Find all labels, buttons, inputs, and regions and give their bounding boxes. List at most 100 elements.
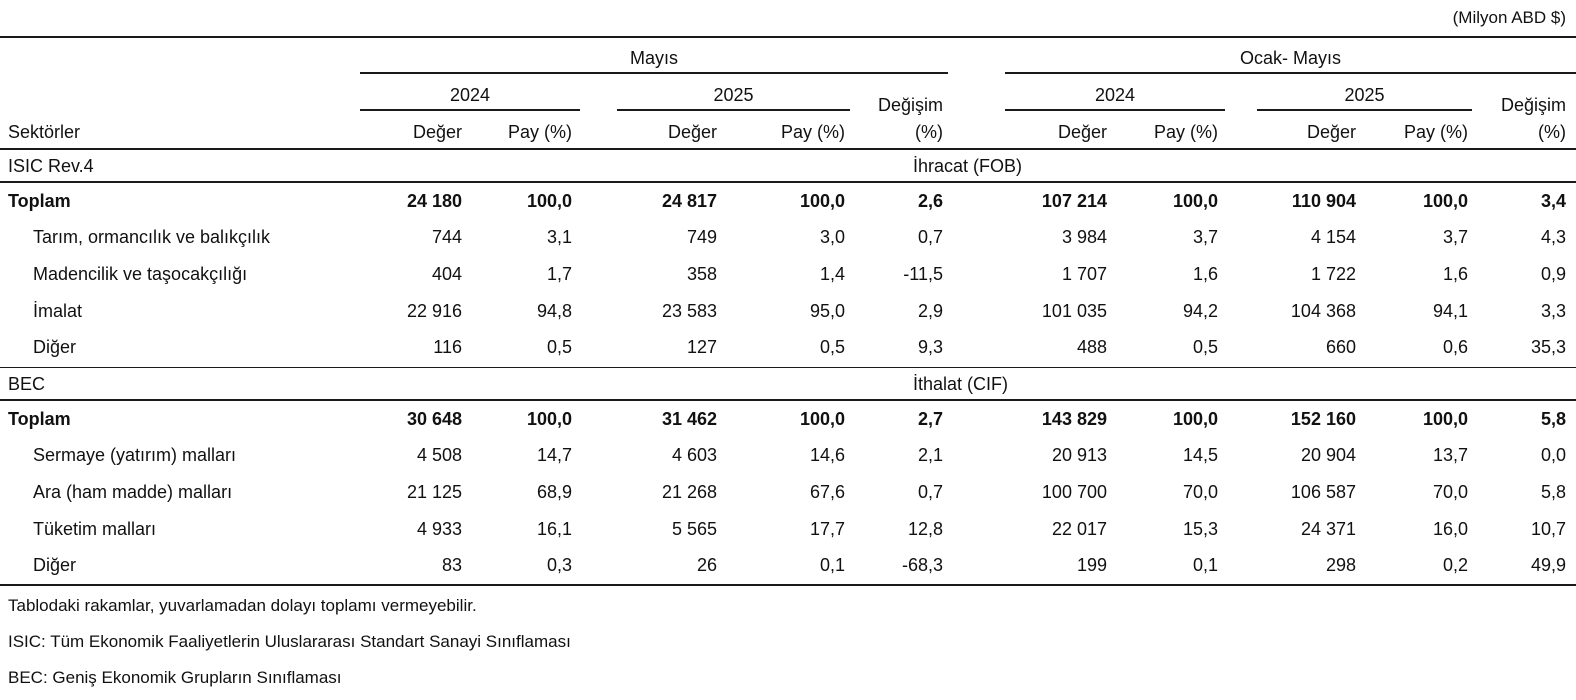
table-cell: -68,3 xyxy=(901,555,943,575)
table-cell: 14,6 xyxy=(809,445,845,465)
period-left-rule xyxy=(360,72,948,74)
table-cell: 4 154 xyxy=(1310,227,1356,247)
share-header: Pay (%) xyxy=(507,122,572,142)
table-row: Sermaye (yatırım) malları 4 508 14,7 4 603 1… xyxy=(0,437,1576,473)
table-row: Tüketim malları 4 933 16,1 5 565 17,7 12,8 22 … xyxy=(0,511,1576,547)
table-cell: 22 916 xyxy=(406,301,462,321)
table-cell: 14,7 xyxy=(536,445,572,465)
table-cell: 30 648 xyxy=(406,409,462,429)
table-cell: 100,0 xyxy=(799,409,845,429)
table-cell: 2,6 xyxy=(917,191,943,211)
table-bottom-rule xyxy=(0,584,1576,586)
year-rule-1 xyxy=(360,109,580,111)
table-cell: 10,7 xyxy=(1530,519,1566,539)
table-cell: 199 xyxy=(1076,555,1107,575)
year-rule-2 xyxy=(617,109,850,111)
table-row: Diğer 116 0,5 127 0,5 9,3 488 0,5 660 0,6 35,3 xyxy=(0,329,1576,365)
table-row: Toplam 30 648 100,0 31 462 100,0 2,7 143 829 10… xyxy=(0,401,1576,437)
table-cell: 94,8 xyxy=(536,301,572,321)
sector-header: Sektörler xyxy=(8,122,81,142)
table-cell: 3,7 xyxy=(1442,227,1468,247)
table-cell: 100,0 xyxy=(526,191,572,211)
table-row: Ara (ham madde) malları 21 125 68,9 21 268 6… xyxy=(0,474,1576,510)
period-right-header: Ocak- Mayıs xyxy=(1239,48,1341,68)
table-cell: 14,5 xyxy=(1182,445,1218,465)
table-cell: 3,0 xyxy=(819,227,845,247)
section-code-isic: ISIC Rev.4 xyxy=(8,156,94,176)
table-cell: 16,1 xyxy=(536,519,572,539)
unit-label: (Milyon ABD $) xyxy=(1452,8,1566,27)
table-cell: 3,1 xyxy=(546,227,572,247)
table-cell: 0,1 xyxy=(1192,555,1218,575)
table-cell: 70,0 xyxy=(1182,482,1218,502)
section-title-export: İhracat (FOB) xyxy=(913,156,1023,176)
table-cell: 100,0 xyxy=(526,409,572,429)
row-label: Ara (ham madde) malları xyxy=(33,482,233,502)
row-label: Madencilik ve taşocakçılığı xyxy=(33,264,248,284)
table-cell: 0,6 xyxy=(1442,337,1468,357)
top-rule xyxy=(0,36,1576,38)
year-header-right-2025: 2025 xyxy=(1344,85,1385,105)
table-cell: 3 984 xyxy=(1061,227,1107,247)
table-row: Toplam 24 180 100,0 24 817 100,0 2,6 107 214 10… xyxy=(0,183,1576,219)
table-cell: 0,9 xyxy=(1540,264,1566,284)
table-cell: 110 904 xyxy=(1291,191,1356,211)
table-cell: 4 933 xyxy=(416,519,462,539)
table-cell: 24 180 xyxy=(406,191,462,211)
section-divider-2 xyxy=(0,367,1576,368)
table-cell: 21 125 xyxy=(406,482,462,502)
table-cell: 0,5 xyxy=(1192,337,1218,357)
table-cell: 4,3 xyxy=(1540,227,1566,247)
table-cell: 0,5 xyxy=(546,337,572,357)
section-rule-1 xyxy=(0,181,1576,183)
row-label: Toplam xyxy=(8,409,71,429)
table-cell: 100,0 xyxy=(1172,191,1218,211)
table-cell: 9,3 xyxy=(917,337,943,357)
table-cell: 127 xyxy=(686,337,717,357)
table-cell: 35,3 xyxy=(1530,337,1566,357)
year-header-left-2025: 2025 xyxy=(713,85,754,105)
row-label: Sermaye (yatırım) malları xyxy=(33,445,237,465)
table-cell: 5,8 xyxy=(1540,409,1566,429)
table-cell: 0,5 xyxy=(819,337,845,357)
table-row: Diğer 83 0,3 26 0,1 -68,3 199 0,1 298 0,2 49,9 xyxy=(0,547,1576,583)
table-cell: 0,3 xyxy=(546,555,572,575)
table-cell: 0,7 xyxy=(917,482,943,502)
table-cell: 2,1 xyxy=(917,445,943,465)
value-header: Değer xyxy=(412,122,462,142)
table-cell: 5,8 xyxy=(1540,482,1566,502)
row-label: Tüketim malları xyxy=(33,519,157,539)
table-cell: 0,2 xyxy=(1442,555,1468,575)
row-label: Tarım, ormancılık ve balıkçılık xyxy=(33,227,271,247)
table-cell: 94,1 xyxy=(1432,301,1468,321)
change-header-right: Değişim xyxy=(1500,95,1566,115)
table-cell: 13,7 xyxy=(1432,445,1468,465)
table-cell: 24 817 xyxy=(661,191,717,211)
table-cell: 1,6 xyxy=(1442,264,1468,284)
year-header-right-2024: 2024 xyxy=(1094,85,1136,105)
period-right-rule xyxy=(1005,72,1576,74)
table-cell: 358 xyxy=(686,264,717,284)
table-cell: 3,7 xyxy=(1192,227,1218,247)
table-cell: 1 722 xyxy=(1310,264,1356,284)
table-cell: 744 xyxy=(431,227,462,247)
table-cell: 100,0 xyxy=(1172,409,1218,429)
table-cell: 1,4 xyxy=(819,264,845,284)
table-cell: 23 583 xyxy=(661,301,717,321)
row-label: Diğer xyxy=(33,337,77,357)
table-cell: 116 xyxy=(433,337,462,357)
row-label: Toplam xyxy=(8,191,71,211)
table-row: Madencilik ve taşocakçılığı 404 1,7 358 1,4 -… xyxy=(0,256,1576,292)
table-cell: 4 603 xyxy=(671,445,717,465)
table-cell: 22 017 xyxy=(1051,519,1107,539)
table-cell: 0,1 xyxy=(819,555,845,575)
table-cell: 143 829 xyxy=(1041,409,1107,429)
table-cell: 104 368 xyxy=(1290,301,1356,321)
table-cell: 17,7 xyxy=(809,519,845,539)
table-cell: 20 904 xyxy=(1300,445,1356,465)
table-cell: 3,4 xyxy=(1540,191,1566,211)
table-cell: 83 xyxy=(441,555,462,575)
share-header: Pay (%) xyxy=(1403,122,1468,142)
share-header: Pay (%) xyxy=(1153,122,1218,142)
value-header: Değer xyxy=(667,122,717,142)
